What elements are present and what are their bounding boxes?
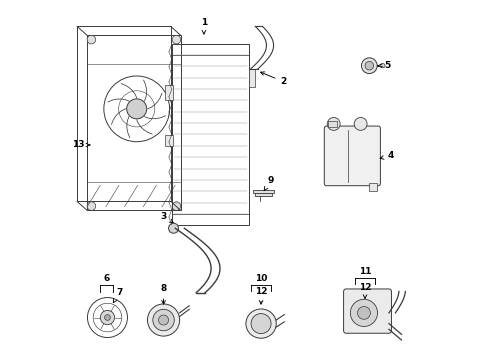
Ellipse shape [246,309,276,338]
Bar [165,85,173,100]
Text: 2: 2 [261,72,287,86]
Bar [172,44,248,225]
Bar [253,190,273,193]
Circle shape [87,35,96,44]
Text: 8: 8 [160,284,167,304]
Circle shape [100,310,115,325]
Circle shape [354,117,367,130]
Text: 12: 12 [255,287,268,304]
Text: 3: 3 [160,212,173,222]
Circle shape [104,315,110,320]
Ellipse shape [147,304,180,336]
Circle shape [172,202,181,210]
Circle shape [350,299,377,327]
FancyBboxPatch shape [324,126,380,186]
Text: 12: 12 [359,283,371,298]
Text: 10: 10 [255,274,267,283]
Text: 1: 1 [201,18,207,34]
Text: 5: 5 [378,61,391,70]
Circle shape [159,315,169,325]
Circle shape [362,58,377,73]
Circle shape [172,35,181,44]
Circle shape [87,202,96,210]
Circle shape [153,309,174,331]
Circle shape [169,223,178,233]
Bar [369,183,377,192]
Bar [165,135,173,146]
Bar [248,69,255,87]
Circle shape [358,306,370,319]
Text: 9: 9 [264,176,274,190]
Text: 11: 11 [359,267,371,276]
Circle shape [365,62,373,70]
Circle shape [251,314,271,334]
Bar [255,193,272,196]
Text: 4: 4 [380,151,394,160]
Text: 6: 6 [103,274,110,283]
Circle shape [381,64,385,68]
Circle shape [327,117,340,130]
Circle shape [127,99,147,119]
Bar [328,121,337,127]
Text: 13: 13 [72,140,90,149]
Text: 7: 7 [113,288,122,303]
FancyBboxPatch shape [343,289,392,333]
